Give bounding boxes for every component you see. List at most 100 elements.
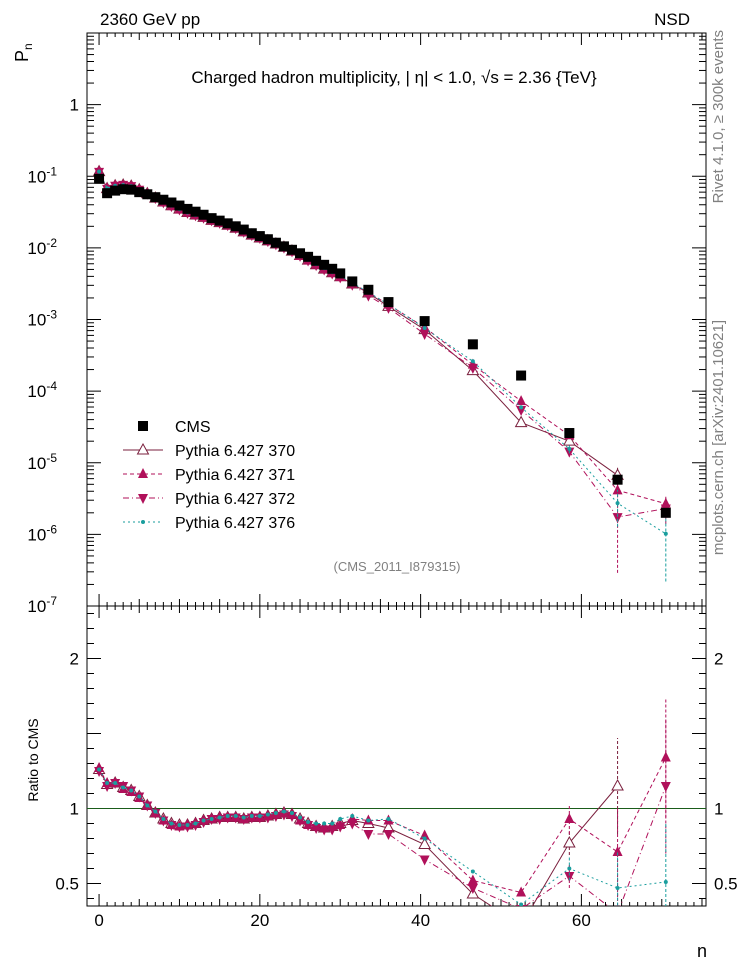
ratio-point — [419, 855, 430, 866]
legend-label: Pythia 6.427 371 — [175, 467, 295, 484]
ratio-point — [663, 880, 668, 884]
ratio-point — [564, 872, 575, 882]
ratio-point — [366, 818, 371, 823]
ratio-point — [422, 836, 427, 841]
series-main-3 — [94, 167, 671, 573]
ratio-tick-label-left: 0.5 — [55, 875, 79, 894]
ratio-point — [161, 817, 166, 821]
ratio-point — [330, 821, 335, 826]
ratio-point — [193, 821, 198, 826]
ratio-point — [169, 821, 174, 826]
cms-point — [286, 244, 297, 255]
legend-label: Pythia 6.427 370 — [175, 443, 295, 460]
ratio-point — [567, 866, 572, 871]
ratio-point — [233, 814, 238, 818]
y-tick-exponent: -7 — [46, 594, 57, 608]
y-tick-base: 10 — [27, 167, 46, 186]
ratio-point — [129, 788, 134, 793]
ratio-point — [265, 812, 270, 817]
cms-point — [174, 200, 185, 211]
cms-point — [270, 237, 281, 248]
legend-marker — [138, 494, 148, 504]
cms-point — [238, 224, 249, 235]
data-point — [567, 446, 572, 451]
ratio-point — [322, 821, 327, 826]
ratio-point — [182, 822, 193, 833]
ratio-point — [319, 825, 330, 836]
header-right: NSD — [654, 10, 690, 29]
y-tick-exponent: -3 — [46, 308, 57, 322]
ratio-point — [278, 810, 289, 821]
cms-point — [516, 370, 527, 381]
ratio-point — [311, 824, 322, 834]
cms-point — [246, 228, 257, 239]
ratio-point — [470, 869, 475, 874]
series-line — [98, 171, 666, 518]
ratio-point — [257, 814, 262, 818]
ratio-point — [467, 874, 478, 885]
legend-label-cms: CMS — [175, 419, 211, 436]
cms-point — [110, 185, 121, 196]
legend-marker-cms — [138, 421, 148, 431]
ratio-point — [201, 818, 206, 823]
ratio-point — [286, 812, 297, 822]
cms-point — [94, 173, 105, 184]
ratio-point — [516, 886, 527, 897]
ratio-point — [615, 886, 620, 890]
cms-point — [254, 231, 265, 242]
data-point — [97, 169, 102, 174]
ratio-point — [306, 820, 311, 824]
series-ratio-4 — [97, 767, 668, 906]
rivet-label: Rivet 4.1.0, ≥ 300k events — [710, 30, 727, 203]
ratio-point — [174, 822, 185, 833]
ratio-point — [185, 823, 190, 827]
y-axis-title: Pn — [12, 43, 35, 62]
ratio-point — [338, 817, 343, 821]
ratio-point — [303, 821, 314, 831]
ratio-point — [347, 819, 358, 830]
ratio-point — [562, 835, 576, 848]
cms-point — [134, 187, 145, 198]
ratio-point — [158, 816, 169, 827]
cms-point — [303, 251, 314, 262]
ratio-point — [516, 920, 527, 930]
series-main-2 — [94, 165, 671, 515]
ratio-point — [270, 812, 281, 822]
legend: CMS Pythia 6.427 370 Pythia 6.427 371 Pythi… — [123, 419, 295, 532]
cms-point — [198, 209, 209, 220]
series-ratio-line — [98, 769, 618, 906]
cms-point — [158, 194, 169, 205]
series-ratio-line — [98, 770, 667, 906]
cms-point — [660, 507, 671, 518]
data-point — [612, 513, 623, 524]
data-point — [516, 406, 527, 417]
cms-point — [142, 189, 153, 200]
x-tick-label: 60 — [572, 911, 591, 930]
series-main-1 — [92, 164, 624, 486]
cms-point — [383, 297, 394, 308]
header-left: 2360 GeV pp — [100, 10, 200, 29]
legend-label: Pythia 6.427 376 — [175, 515, 295, 532]
ratio-point — [246, 813, 257, 824]
series-ratio-2 — [94, 697, 671, 897]
ratio-point — [298, 815, 303, 820]
ratio-point — [363, 830, 374, 840]
ratio-tick-label-right: 1 — [714, 800, 723, 819]
y-tick-base: 10 — [27, 525, 46, 544]
y-tick-label: 10-1 — [27, 164, 57, 186]
cms-point — [335, 268, 346, 279]
cms-point — [206, 213, 217, 224]
data-point — [615, 501, 620, 506]
cms-point — [467, 339, 478, 350]
y-tick-label: 10-2 — [27, 236, 57, 258]
legend-marker — [141, 520, 145, 524]
series-ratio-line — [98, 769, 666, 906]
ratio-point — [314, 821, 319, 826]
cms-point — [262, 234, 273, 245]
ratio-point — [105, 781, 110, 785]
ratio-point — [660, 782, 671, 792]
data-point — [470, 359, 475, 364]
ratio-point — [335, 822, 346, 833]
y-tick-label: 1 — [70, 96, 79, 115]
ratio-point — [564, 813, 575, 823]
